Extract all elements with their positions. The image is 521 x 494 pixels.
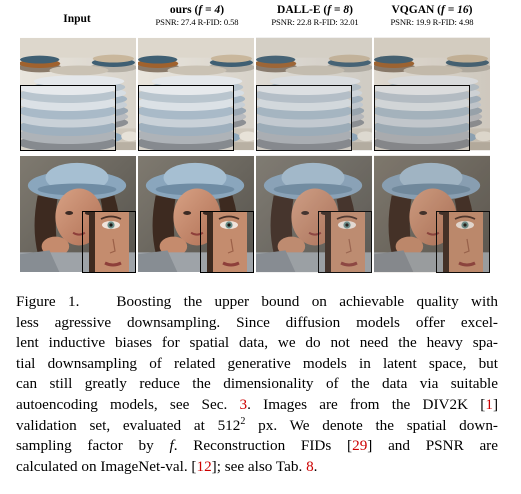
figure-caption: Figure 1. Boosting the upper bound on ac… — [16, 292, 498, 477]
caption-line-1: Boosting the upper bound on achievable q… — [116, 293, 499, 310]
portrait-image-input — [20, 155, 136, 273]
caption-line-3: lent inductive biases for spatial data, … — [16, 334, 498, 352]
column-header-vqgan: VQGAN (f = 16) PSNR: 19.9 R-FID: 4.98 — [373, 4, 491, 27]
column-header-dalle: DALL-E (f = 8) PSNR: 22.8 R-FID: 32.01 — [256, 4, 374, 27]
column-title-dalle: DALL-E (f = 8) — [277, 4, 353, 16]
plates-image-ours — [138, 37, 254, 151]
zoom-inset — [436, 211, 490, 273]
zoom-inset — [20, 85, 116, 151]
column-header-ours: ours (f = 4) PSNR: 27.4 R-FID: 0.58 — [138, 4, 256, 27]
plates-image-input — [20, 37, 136, 151]
zoom-inset — [138, 85, 234, 151]
column-metrics-dalle: PSNR: 22.8 R-FID: 32.01 — [271, 17, 359, 27]
figure-label: Figure 1. — [16, 293, 80, 310]
imagenet-citation-link[interactable]: 12 — [196, 457, 212, 475]
caption-line-7: validation set, evaluated at 5122 px. We… — [16, 415, 498, 434]
caption-line-4: tial downsampling of related generative … — [16, 354, 498, 372]
column-title-ours: ours (f = 4) — [169, 4, 225, 16]
column-title-input: Input — [63, 13, 91, 25]
caption-line-2: less agressive downsampling. Since diffu… — [16, 313, 498, 331]
zoom-inset — [374, 85, 470, 151]
zoom-inset — [318, 211, 372, 273]
zoom-inset — [256, 85, 352, 151]
column-metrics-ours: PSNR: 27.4 R-FID: 0.58 — [155, 17, 239, 27]
caption-line-6: autoencoding models, see Sec. 3. Images … — [16, 395, 498, 413]
column-metrics-vqgan: PSNR: 19.9 R-FID: 4.98 — [390, 17, 474, 27]
portrait-image-ours — [138, 155, 254, 273]
div2k-citation-link[interactable]: 1 — [485, 395, 493, 413]
caption-line-8: sampling factor by f. Reconstruction FID… — [16, 437, 498, 455]
caption-line-9: calculated on ImageNet-val. [12]; see al… — [16, 457, 318, 475]
table-ref-link[interactable]: 8 — [306, 457, 314, 475]
plates-image-vqgan — [374, 37, 490, 151]
portrait-image-dalle — [256, 155, 372, 273]
column-header-input: Input — [18, 4, 136, 26]
zoom-inset — [200, 211, 254, 273]
plates-image-dalle — [256, 37, 372, 151]
fid-citation-link[interactable]: 29 — [352, 437, 368, 455]
zoom-inset — [82, 211, 136, 273]
column-title-vqgan: VQGAN (f = 16) — [391, 4, 473, 16]
portrait-image-vqgan — [374, 155, 490, 273]
caption-line-5: can still greatly reduce the dimensional… — [16, 375, 498, 393]
section-ref-link[interactable]: 3 — [239, 395, 248, 413]
